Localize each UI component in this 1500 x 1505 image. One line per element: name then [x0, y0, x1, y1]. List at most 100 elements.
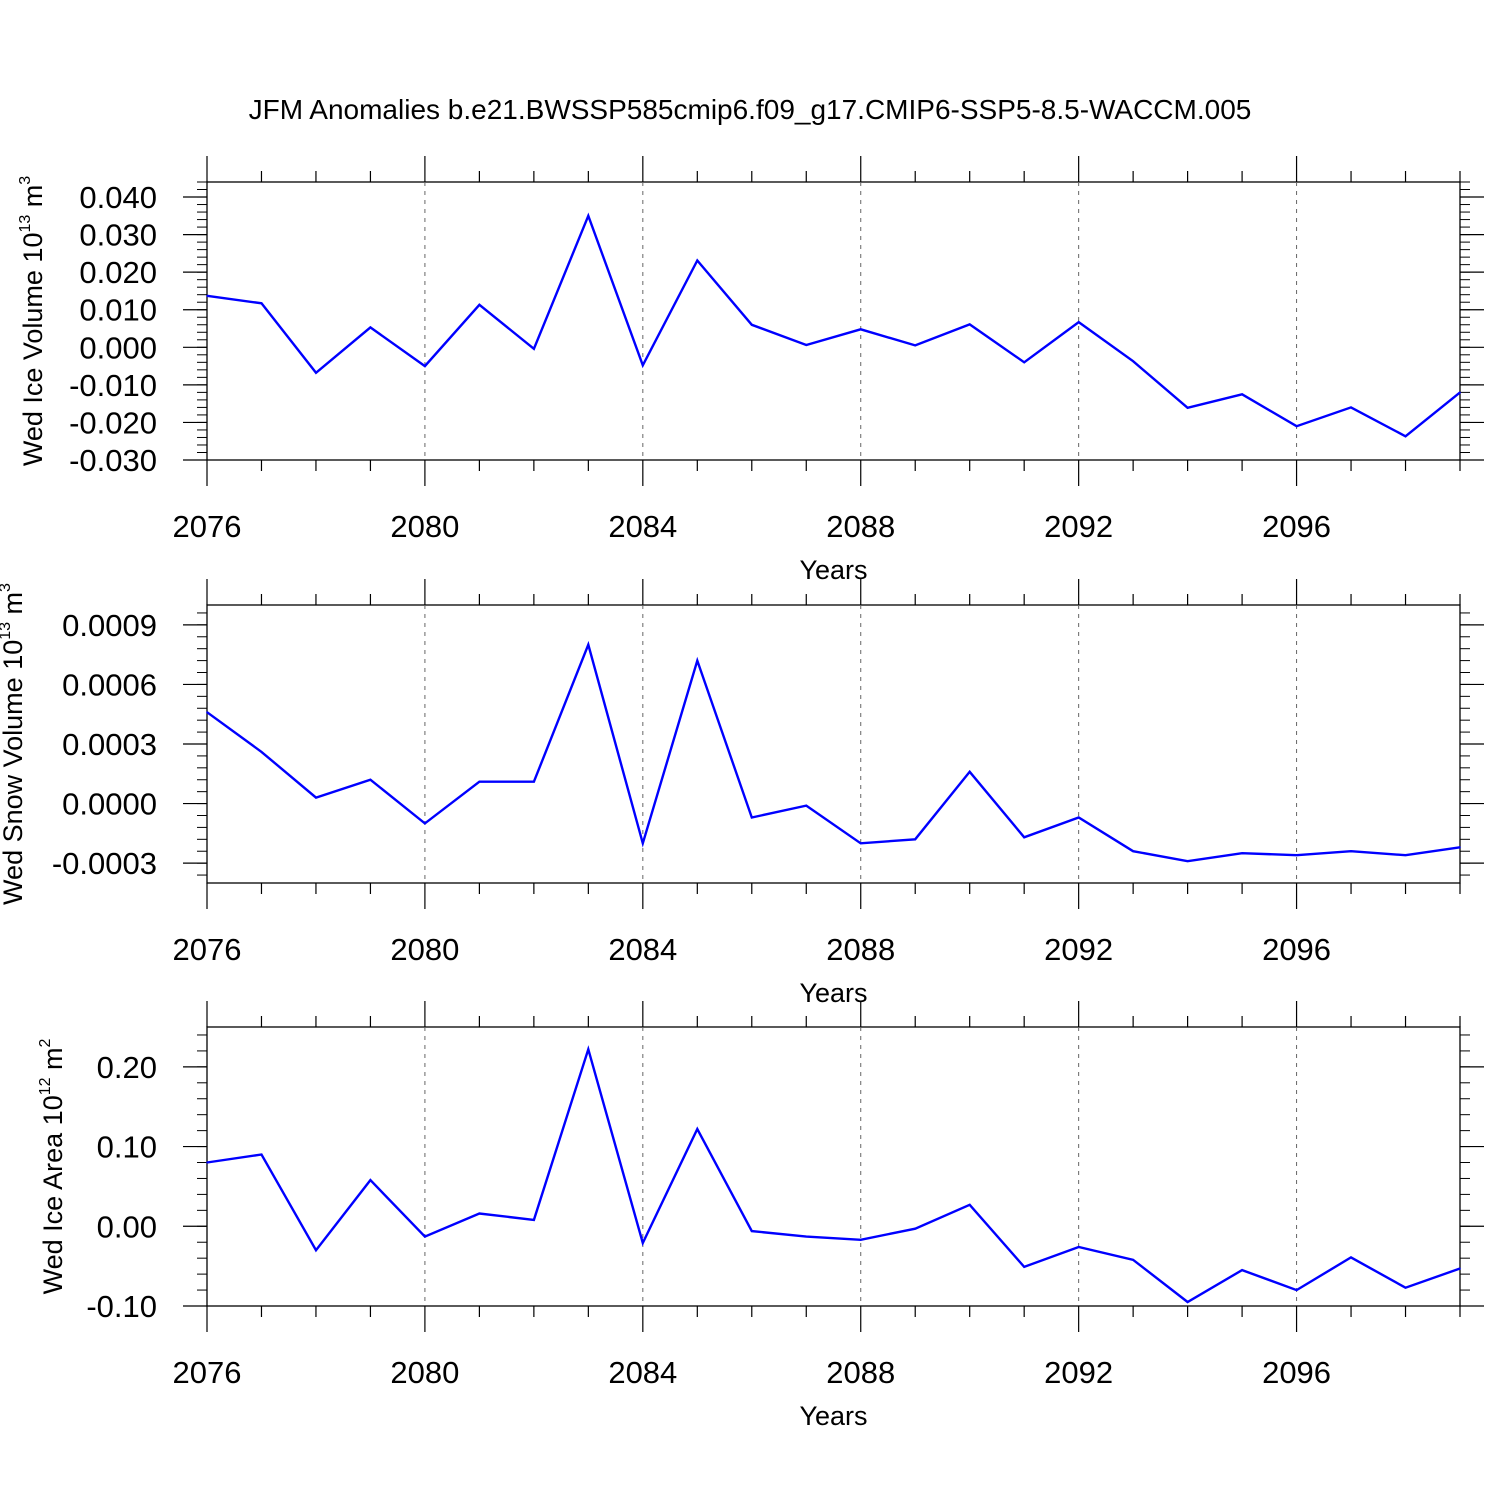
- y-tick-label: 0.000: [79, 330, 157, 365]
- x-tick-label: 2080: [390, 1355, 459, 1390]
- data-point: [968, 771, 971, 773]
- y-tick-label: 0.0009: [62, 608, 157, 643]
- data-point: [1241, 393, 1243, 396]
- data-point: [696, 259, 699, 262]
- data-point: [914, 344, 917, 347]
- x-tick-label: 2096: [1262, 1355, 1331, 1390]
- data-point: [1132, 360, 1134, 362]
- x-tick-label: 2084: [608, 932, 677, 967]
- data-point: [1459, 1267, 1461, 1270]
- x-axis-label: Years: [799, 978, 867, 1008]
- y-tick-label: 0.00: [97, 1209, 157, 1244]
- y-tick-label: 0.20: [97, 1050, 157, 1085]
- data-point: [1023, 1266, 1025, 1268]
- data-point: [1077, 321, 1080, 323]
- data-point: [1186, 860, 1189, 862]
- x-tick-label: 2076: [173, 932, 242, 967]
- data-point: [1350, 850, 1352, 853]
- plot-frame: [206, 181, 1461, 461]
- data-point: [533, 1219, 535, 1221]
- x-tick-label: 2088: [826, 509, 895, 544]
- data-point: [315, 372, 317, 374]
- data-point: [859, 328, 862, 331]
- data-point: [1023, 836, 1025, 839]
- data-point: [642, 842, 644, 845]
- y-tick-label: 0.040: [79, 180, 157, 215]
- data-point: [750, 816, 753, 819]
- data-point: [424, 822, 426, 825]
- y-tick-label: 0.0003: [62, 727, 157, 762]
- y-axis-label: Wed Snow Volume 1013 m3: [0, 583, 28, 905]
- data-point: [369, 1179, 372, 1181]
- data-point: [206, 711, 208, 714]
- chart-title: JFM Anomalies b.e21.BWSSP585cmip6.f09_g1…: [249, 94, 1252, 125]
- data-point: [1404, 435, 1407, 438]
- series-line: [206, 1045, 1461, 1304]
- y-tick-label: -0.0003: [52, 846, 157, 881]
- x-tick-label: 2088: [826, 1355, 895, 1390]
- data-point: [478, 1212, 481, 1215]
- x-tick-label: 2092: [1044, 932, 1113, 967]
- x-tick-label: 2076: [173, 509, 242, 544]
- y-tick-label: -0.010: [69, 368, 157, 403]
- data-point: [1132, 850, 1134, 853]
- data-point: [424, 1235, 426, 1238]
- data-point: [206, 295, 208, 297]
- x-axis-label: Years: [799, 555, 867, 585]
- y-tick-label: 0.0006: [62, 667, 157, 702]
- data-point: [1132, 1258, 1134, 1261]
- data-point: [1186, 406, 1189, 409]
- data-point: [642, 1242, 644, 1244]
- data-point: [1295, 854, 1298, 856]
- x-tick-label: 2088: [826, 932, 895, 967]
- data-point: [805, 804, 808, 807]
- panel-2: 2076 2080 2084 2088 2092 2096 Years -0.0003 0.00…: [0, 579, 1484, 1008]
- plot-frame: [206, 604, 1461, 884]
- data-point: [1241, 1269, 1243, 1271]
- x-tick-label: 2092: [1044, 1355, 1113, 1390]
- data-point: [369, 326, 372, 329]
- data-point: [1350, 1256, 1352, 1259]
- y-tick-label: -0.020: [69, 405, 157, 440]
- y-tick-label: 0.030: [79, 218, 157, 253]
- panel-3: 2076 2080 2084 2088 2092 2096 Years -0.10 0.00 0.…: [37, 1001, 1484, 1431]
- data-point: [1404, 1286, 1407, 1289]
- x-tick-label: 2080: [390, 932, 459, 967]
- y-tick-label: 0.010: [79, 293, 157, 328]
- data-point: [260, 1153, 263, 1156]
- y-tick-label: -0.030: [69, 443, 157, 478]
- data-point: [1077, 816, 1080, 819]
- y-tick-label: 0.0000: [62, 787, 157, 822]
- x-axis-label: Years: [799, 1401, 867, 1431]
- x-tick-label: 2092: [1044, 509, 1113, 544]
- x-tick-label: 2084: [608, 1355, 677, 1390]
- y-tick-label: 0.020: [79, 255, 157, 290]
- data-point: [696, 659, 699, 662]
- data-point: [859, 842, 862, 845]
- data-point: [696, 1128, 699, 1130]
- data-point: [1459, 391, 1461, 394]
- data-point: [260, 751, 263, 753]
- data-point: [315, 796, 317, 799]
- data-point: [587, 1048, 590, 1051]
- data-point: [1404, 854, 1407, 856]
- data-point: [968, 1203, 971, 1206]
- data-point: [478, 304, 481, 306]
- data-point: [315, 1249, 317, 1251]
- panel-1: 2076 2080 2084 2088 2092 2096 Years -0.030-0.02…: [17, 156, 1484, 585]
- data-point: [206, 1161, 208, 1164]
- data-point: [587, 215, 590, 217]
- data-point: [533, 780, 535, 783]
- data-point: [1186, 1301, 1189, 1303]
- data-point: [478, 780, 481, 783]
- data-point: [968, 323, 971, 326]
- y-axis-label: Wed Ice Volume 1013 m3: [17, 176, 48, 466]
- series-line: [206, 640, 1461, 863]
- data-point: [914, 838, 917, 841]
- data-point: [1295, 425, 1298, 427]
- data-point: [1459, 846, 1461, 849]
- x-tick-label: 2096: [1262, 932, 1331, 967]
- y-tick-label: -0.10: [86, 1289, 157, 1324]
